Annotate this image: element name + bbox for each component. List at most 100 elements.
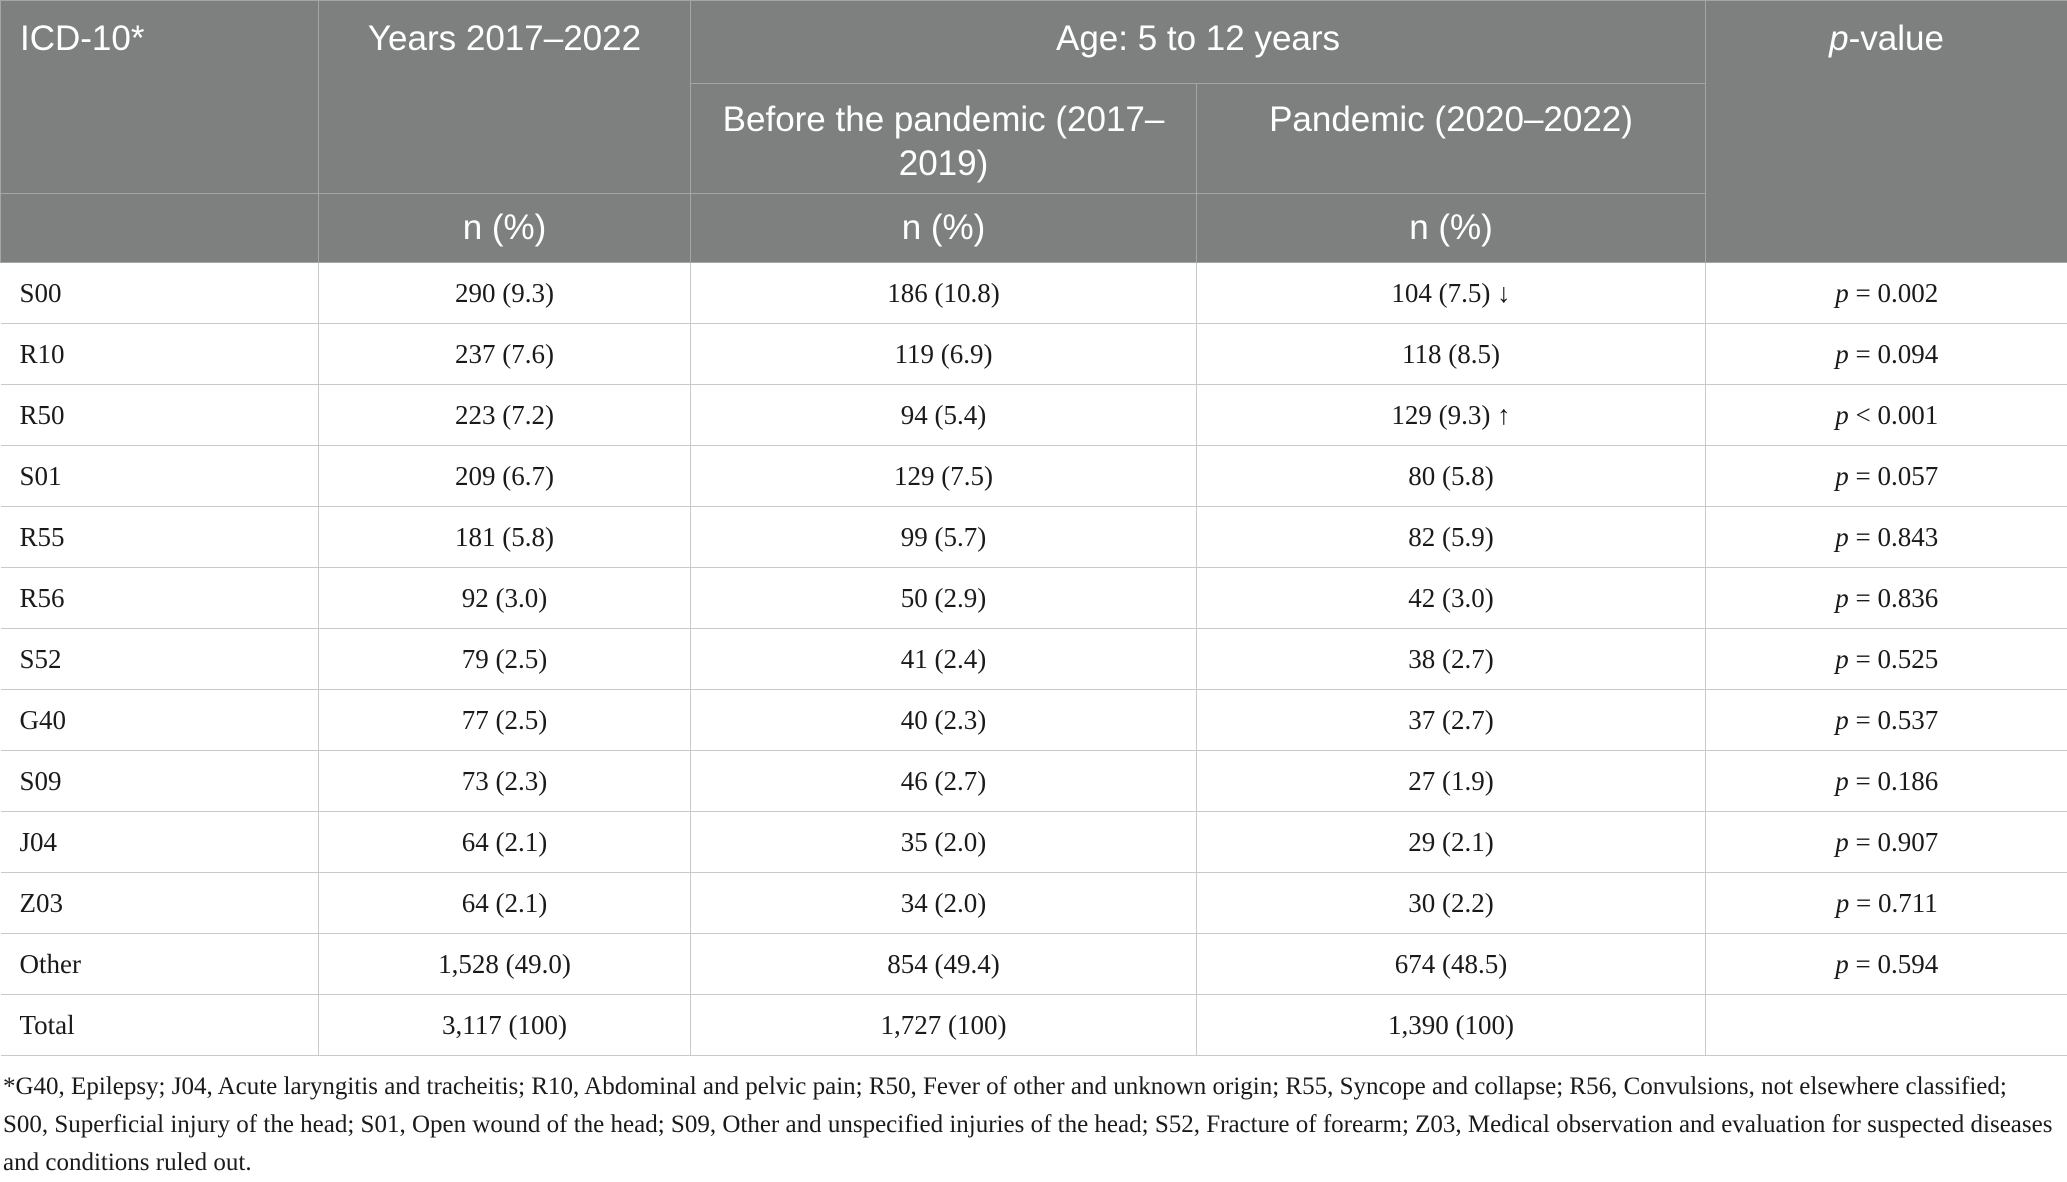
header-unit-before: n (%) [691, 194, 1197, 263]
cell-p-value: p = 0.002 [1706, 263, 2067, 324]
p-number: = 0.711 [1849, 888, 1937, 918]
cell-p-value: p = 0.907 [1706, 812, 2067, 873]
cell-pandemic: 118 (8.5) [1197, 324, 1706, 385]
p-number: = 0.094 [1849, 339, 1938, 369]
cell-icd-code: G40 [1, 690, 319, 751]
cell-p-value: p = 0.057 [1706, 446, 2067, 507]
header-p-suffix: -value [1849, 19, 1944, 58]
header-icd10: ICD-10* [1, 1, 319, 194]
cell-icd-code: Total [1, 995, 319, 1056]
cell-before-pandemic: 41 (2.4) [691, 629, 1197, 690]
header-age-group: Age: 5 to 12 years [691, 1, 1706, 84]
cell-p-value: p = 0.836 [1706, 568, 2067, 629]
cell-before-pandemic: 119 (6.9) [691, 324, 1197, 385]
cell-p-value: p = 0.525 [1706, 629, 2067, 690]
cell-before-pandemic: 854 (49.4) [691, 934, 1197, 995]
table-header: ICD-10* Years 2017–2022 Age: 5 to 12 yea… [1, 1, 2067, 263]
cell-years: 79 (2.5) [319, 629, 691, 690]
cell-p-value: p < 0.001 [1706, 385, 2067, 446]
cell-years: 223 (7.2) [319, 385, 691, 446]
footnote: *G40, Epilepsy; J04, Acute laryngitis an… [0, 1056, 2059, 1182]
cell-pandemic: 1,390 (100) [1197, 995, 1706, 1056]
cell-p-value: p = 0.537 [1706, 690, 2067, 751]
cell-years: 209 (6.7) [319, 446, 691, 507]
p-number: = 0.843 [1849, 522, 1938, 552]
cell-icd-code: R55 [1, 507, 319, 568]
header-unit-blank [1, 194, 319, 263]
cell-p-value: p = 0.711 [1706, 873, 2067, 934]
p-symbol: p [1835, 705, 1849, 735]
cell-pandemic: 129 (9.3) ↑ [1197, 385, 1706, 446]
cell-pandemic: 38 (2.7) [1197, 629, 1706, 690]
cell-before-pandemic: 35 (2.0) [691, 812, 1197, 873]
cell-before-pandemic: 46 (2.7) [691, 751, 1197, 812]
p-symbol: p [1835, 827, 1849, 857]
cell-years: 1,528 (49.0) [319, 934, 691, 995]
cell-before-pandemic: 94 (5.4) [691, 385, 1197, 446]
cell-before-pandemic: 129 (7.5) [691, 446, 1197, 507]
icd10-table: ICD-10* Years 2017–2022 Age: 5 to 12 yea… [0, 0, 2067, 1056]
cell-icd-code: S00 [1, 263, 319, 324]
p-symbol: p [1835, 766, 1849, 796]
p-number: = 0.537 [1849, 705, 1938, 735]
cell-years: 64 (2.1) [319, 873, 691, 934]
header-years: Years 2017–2022 [319, 1, 691, 194]
p-symbol: p [1835, 339, 1849, 369]
cell-before-pandemic: 186 (10.8) [691, 263, 1197, 324]
cell-years: 64 (2.1) [319, 812, 691, 873]
cell-icd-code: R10 [1, 324, 319, 385]
p-number: < 0.001 [1849, 400, 1938, 430]
cell-p-value: p = 0.594 [1706, 934, 2067, 995]
p-number: = 0.594 [1849, 949, 1938, 979]
header-before-pandemic: Before the pandemic (2017–2019) [691, 84, 1197, 194]
cell-years: 3,117 (100) [319, 995, 691, 1056]
cell-years: 92 (3.0) [319, 568, 691, 629]
p-symbol: p [1835, 522, 1849, 552]
cell-pandemic: 674 (48.5) [1197, 934, 1706, 995]
cell-icd-code: J04 [1, 812, 319, 873]
header-p-value: p-value [1706, 1, 2067, 263]
p-symbol: p [1835, 949, 1849, 979]
cell-pandemic: 104 (7.5) ↓ [1197, 263, 1706, 324]
cell-years: 73 (2.3) [319, 751, 691, 812]
cell-icd-code: R50 [1, 385, 319, 446]
header-p-symbol: p [1829, 19, 1848, 58]
cell-pandemic: 82 (5.9) [1197, 507, 1706, 568]
cell-pandemic: 27 (1.9) [1197, 751, 1706, 812]
cell-pandemic: 42 (3.0) [1197, 568, 1706, 629]
cell-p-value: p = 0.186 [1706, 751, 2067, 812]
cell-years: 181 (5.8) [319, 507, 691, 568]
cell-p-value: p = 0.843 [1706, 507, 2067, 568]
cell-icd-code: Other [1, 934, 319, 995]
p-number: = 0.002 [1849, 278, 1938, 308]
p-symbol: p [1835, 278, 1849, 308]
cell-years: 237 (7.6) [319, 324, 691, 385]
cell-before-pandemic: 99 (5.7) [691, 507, 1197, 568]
p-symbol: p [1835, 461, 1849, 491]
cell-p-value: p = 0.094 [1706, 324, 2067, 385]
p-symbol: p [1835, 583, 1849, 613]
p-symbol: p [1835, 400, 1849, 430]
p-number: = 0.057 [1849, 461, 1938, 491]
cell-before-pandemic: 40 (2.3) [691, 690, 1197, 751]
cell-icd-code: Z03 [1, 873, 319, 934]
p-number: = 0.907 [1849, 827, 1938, 857]
cell-icd-code: S09 [1, 751, 319, 812]
cell-years: 77 (2.5) [319, 690, 691, 751]
cell-icd-code: S52 [1, 629, 319, 690]
cell-pandemic: 30 (2.2) [1197, 873, 1706, 934]
